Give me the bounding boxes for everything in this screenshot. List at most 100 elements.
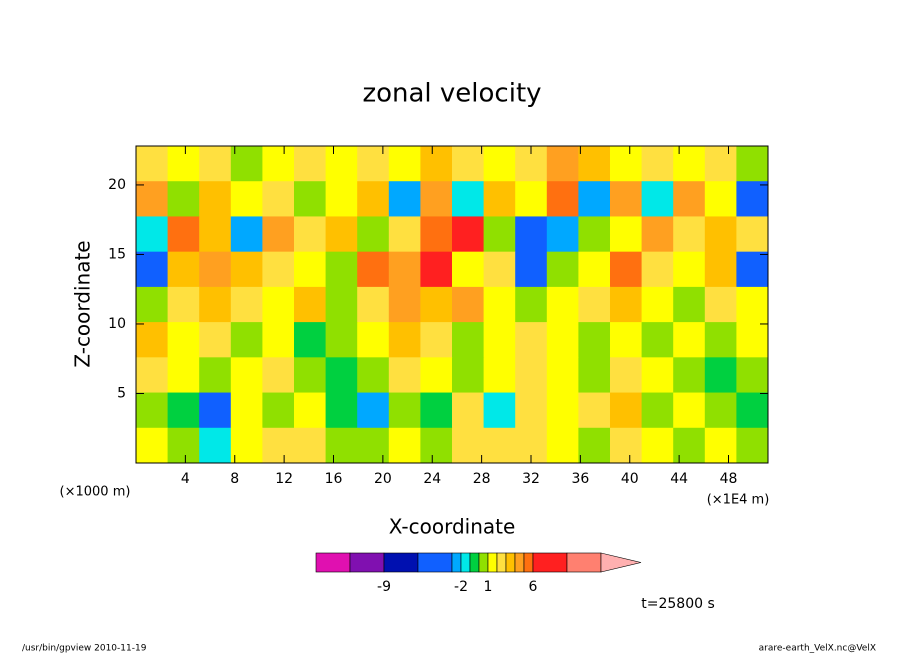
field-cell: [546, 181, 579, 217]
field-cell: [357, 181, 390, 217]
colorbar-tick-label: 6: [529, 579, 538, 595]
field-cell: [420, 427, 453, 464]
colorbar-box: [532, 552, 568, 573]
field-cell: [294, 146, 327, 182]
colorbar-tick-label: -2: [454, 579, 468, 595]
field-cell: [673, 322, 706, 358]
colorbar-box: [487, 552, 498, 573]
chart-title: zonal velocity: [362, 79, 541, 109]
field-cell: [136, 181, 169, 217]
y-axis-label: Z-coordinate: [71, 240, 95, 367]
field-cell: [546, 251, 579, 288]
field-cell: [452, 357, 485, 394]
field-cell: [262, 322, 295, 358]
field-cell: [357, 357, 390, 394]
field-cell: [167, 216, 200, 253]
field-cell: [388, 322, 421, 358]
field-cell: [357, 322, 390, 358]
field-cell: [294, 216, 327, 253]
field-cell: [546, 286, 579, 323]
field-cell: [578, 286, 611, 323]
field-cell: [641, 357, 674, 394]
field-cell: [388, 216, 421, 253]
x-tick-label: 36: [571, 471, 589, 487]
field-cell: [673, 216, 706, 253]
field-cell: [736, 216, 769, 253]
footer-left: /usr/bin/gpview 2010-11-19: [22, 644, 147, 654]
field-cell: [262, 392, 295, 429]
y-tick-label: 5: [117, 385, 126, 401]
field-cell: [546, 357, 579, 394]
field-cell: [704, 286, 737, 323]
field-cell: [673, 251, 706, 288]
field-cell: [420, 251, 453, 288]
time-label: t=25800 s: [641, 596, 715, 612]
field-cell: [199, 322, 232, 358]
field-cell: [578, 146, 611, 182]
field-cell: [136, 392, 169, 429]
field-cell: [262, 146, 295, 182]
colorbar-box: [451, 552, 462, 573]
field-cell: [736, 146, 769, 182]
field-cell: [673, 392, 706, 429]
field-cell: [483, 322, 516, 358]
field-cell: [262, 216, 295, 253]
x-axis-label: X-coordinate: [389, 515, 516, 539]
field-cell: [483, 251, 516, 288]
x-tick-label: 40: [621, 471, 639, 487]
field-cell: [262, 251, 295, 288]
field-cell: [610, 146, 643, 182]
field-cell: [230, 251, 263, 288]
field-cell: [641, 427, 674, 464]
colorbar-box: [315, 552, 351, 573]
field-cell: [325, 181, 358, 217]
field-cell: [262, 181, 295, 217]
field-cell: [610, 322, 643, 358]
field-cell: [704, 322, 737, 358]
field-cell: [230, 427, 263, 464]
field-cell: [199, 427, 232, 464]
field-cell: [452, 286, 485, 323]
field-cell: [199, 357, 232, 394]
field-cell: [357, 286, 390, 323]
colorbar-box: [417, 552, 453, 573]
colorbar-box: [383, 552, 419, 573]
field-cell: [546, 146, 579, 182]
colorbar-box: [505, 552, 516, 573]
field-cell: [136, 427, 169, 464]
field-cell: [230, 357, 263, 394]
colorbar-box: [478, 552, 489, 573]
colorbar-box: [349, 552, 385, 573]
field-cell: [388, 357, 421, 394]
field-cell: [199, 392, 232, 429]
field-cell: [673, 181, 706, 217]
field-cell: [704, 427, 737, 464]
field-cell: [325, 427, 358, 464]
field-cell: [230, 286, 263, 323]
x-tick-label: 4: [181, 471, 190, 487]
y-tick-label: 15: [108, 246, 126, 262]
field-cell: [294, 392, 327, 429]
field-cell: [262, 427, 295, 464]
field-cell: [736, 181, 769, 217]
field-cell: [483, 216, 516, 253]
field-cell: [199, 216, 232, 253]
field-cell: [578, 322, 611, 358]
field-cell: [262, 286, 295, 323]
field-cell: [546, 322, 579, 358]
field-cell: [199, 146, 232, 182]
field-cell: [388, 146, 421, 182]
colorbar-box: [566, 552, 602, 573]
x-tick-label: 44: [670, 471, 688, 487]
field-cell: [704, 216, 737, 253]
field-cell: [736, 286, 769, 323]
field-cell: [452, 181, 485, 217]
field-cell: [483, 146, 516, 182]
field-cell: [294, 357, 327, 394]
field-cell: [230, 322, 263, 358]
field-cell: [736, 427, 769, 464]
field-cell: [452, 322, 485, 358]
field-cell: [578, 251, 611, 288]
colorbar-box: [523, 552, 534, 573]
